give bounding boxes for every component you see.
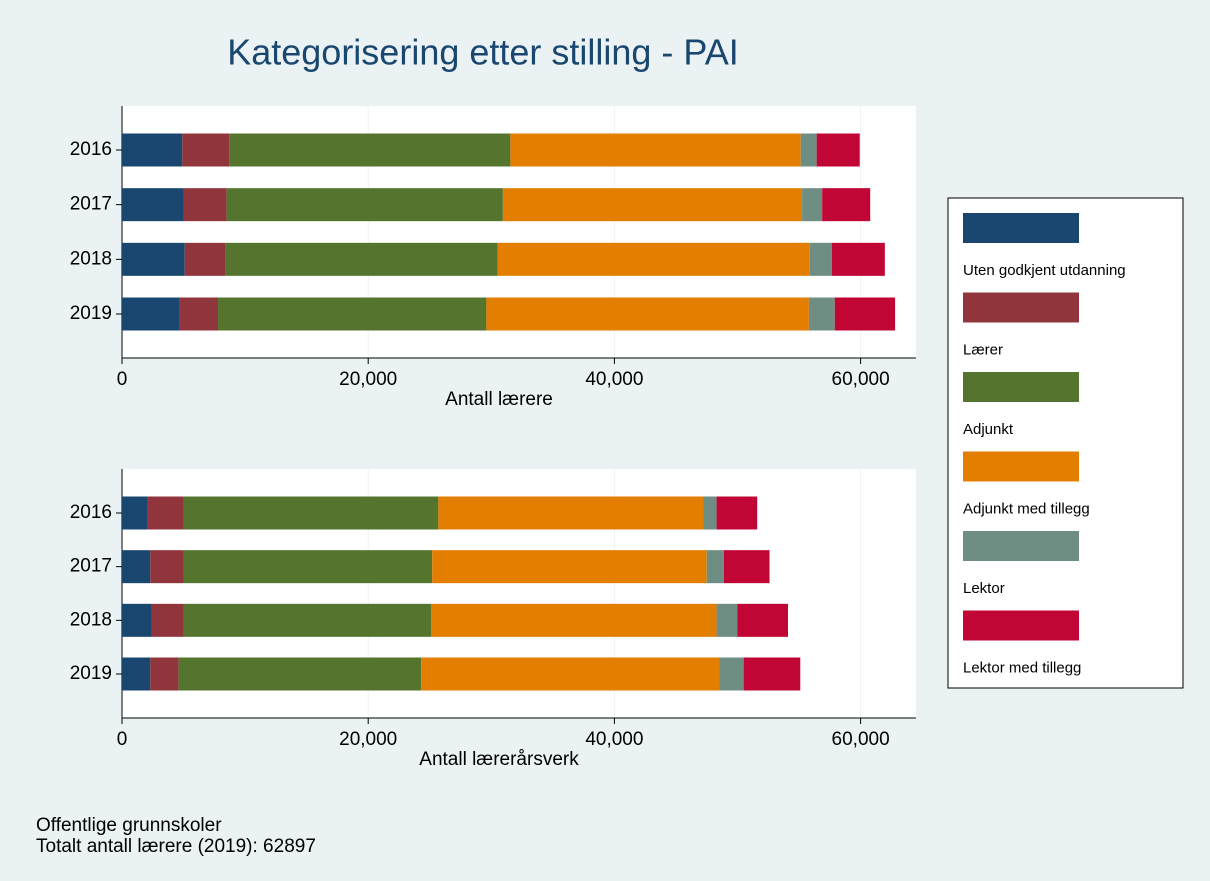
bar-segment <box>831 242 885 276</box>
x-tick-label: 20,000 <box>339 729 397 750</box>
bar-segment <box>834 297 896 331</box>
bar-segment <box>150 657 179 691</box>
bar-segment <box>179 297 219 331</box>
legend-swatch <box>963 531 1079 561</box>
bar-segment <box>421 657 720 691</box>
note: Offentlige grunnskoler <box>36 815 222 836</box>
bar-segment <box>218 297 487 331</box>
x-tick-label: 20,000 <box>339 369 397 390</box>
legend-label: Adjunkt med tillegg <box>963 500 1090 517</box>
y-tick-label: 2016 <box>70 502 112 523</box>
bar-segment <box>229 133 511 167</box>
x-tick-label: 0 <box>117 369 128 390</box>
y-tick-label: 2017 <box>70 194 112 215</box>
bar-segment <box>737 603 788 637</box>
x-axis-title: Antall lærere <box>445 389 553 410</box>
bar-segment <box>122 297 180 331</box>
x-axis-title: Antall lærerårsverk <box>419 749 579 770</box>
bar-segment <box>122 496 148 530</box>
bar-segment <box>182 133 230 167</box>
bar-segment <box>226 188 503 222</box>
x-tick-label: 60,000 <box>832 729 890 750</box>
bar-segment <box>438 496 704 530</box>
bar-segment <box>822 188 871 222</box>
bar-segment <box>716 496 758 530</box>
bar-segment <box>703 496 717 530</box>
legend-label: Lærer <box>963 341 1003 358</box>
note: Totalt antall lærere (2019): 62897 <box>36 836 316 857</box>
legend-swatch <box>963 451 1079 482</box>
legend-swatch <box>963 292 1079 323</box>
chart-title: Kategorisering etter stilling - PAI <box>227 32 739 73</box>
y-tick-label: 2017 <box>70 556 112 577</box>
bar-segment <box>706 550 724 584</box>
bar-segment <box>150 550 184 584</box>
bar-segment <box>122 603 152 637</box>
bar-segment <box>802 188 823 222</box>
bar-segment <box>183 603 431 637</box>
bar-segment <box>816 133 860 167</box>
x-tick-label: 0 <box>117 729 128 750</box>
legend-label: Adjunkt <box>963 421 1014 438</box>
bar-segment <box>122 550 151 584</box>
legend-swatch <box>963 610 1079 641</box>
x-tick-label: 60,000 <box>832 369 890 390</box>
y-tick-label: 2019 <box>70 663 112 684</box>
bar-segment <box>183 496 439 530</box>
bar-segment <box>502 188 803 222</box>
legend <box>947 197 1184 689</box>
bar-segment <box>178 657 422 691</box>
bar-segment <box>184 242 226 276</box>
bar-segment <box>151 603 184 637</box>
legend-swatch <box>963 372 1079 402</box>
bar-segment <box>486 297 809 331</box>
bar-segment <box>497 242 810 276</box>
bar-segment <box>225 242 498 276</box>
y-tick-label: 2016 <box>70 139 112 160</box>
legend-label: Uten godkjent utdanning <box>963 262 1126 279</box>
x-tick-label: 40,000 <box>585 369 643 390</box>
bar-segment <box>743 657 801 691</box>
bar-segment <box>122 657 151 691</box>
bar-segment <box>716 603 738 637</box>
bar-segment <box>510 133 801 167</box>
bar-segment <box>808 297 835 331</box>
bar-segment <box>183 188 227 222</box>
legend-label: Lektor <box>963 580 1005 597</box>
bar-segment <box>723 550 770 584</box>
bar-segment <box>122 188 184 222</box>
legend-label: Lektor med tillegg <box>963 659 1081 676</box>
y-tick-label: 2018 <box>70 609 112 630</box>
bar-segment <box>183 550 433 584</box>
bar-segment <box>719 657 744 691</box>
bar-segment <box>800 133 817 167</box>
x-tick-label: 40,000 <box>585 729 643 750</box>
bar-segment <box>809 242 832 276</box>
bar-segment <box>122 242 185 276</box>
bar-segment <box>432 550 707 584</box>
bar-segment <box>430 603 717 637</box>
y-tick-label: 2018 <box>70 248 112 269</box>
y-tick-label: 2019 <box>70 303 112 324</box>
legend-swatch <box>963 213 1079 243</box>
bar-segment <box>122 133 183 167</box>
bar-segment <box>147 496 184 530</box>
